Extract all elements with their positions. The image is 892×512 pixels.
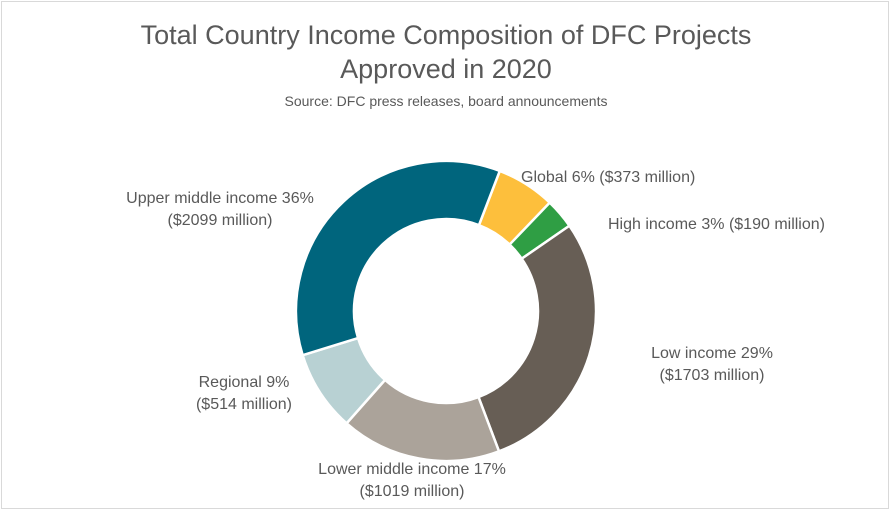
slice-upper-middle-income	[294, 159, 502, 357]
label-global: Global 6% ($373 million)	[521, 167, 695, 189]
label-upper-middle-income-line1: Upper middle income 36%	[126, 190, 314, 207]
label-low-income-line2: ($1703 million)	[659, 367, 765, 384]
label-global-text: Global 6% ($373 million)	[521, 169, 696, 186]
label-regional: Regional 9% ($514 million)	[176, 372, 312, 416]
label-lower-middle-income-line1: Lower middle income 17%	[318, 461, 506, 478]
label-lower-middle-income: Lower middle income 17% ($1019 million)	[300, 459, 524, 503]
label-lower-middle-income-line2: ($1019 million)	[359, 483, 465, 500]
label-low-income-line1: Low income 29%	[651, 345, 773, 362]
chart-subtitle: Source: DFC press releases, board announ…	[284, 93, 608, 109]
slice-low-income	[476, 224, 598, 453]
label-upper-middle-income: Upper middle income 36% ($2099 million)	[108, 188, 332, 232]
label-high-income: High income 3% ($190 million)	[608, 214, 825, 236]
label-high-income-text: High income 3% ($190 million)	[608, 216, 825, 233]
chart-title: Total Country Income Composition of DFC …	[0, 18, 892, 86]
label-regional-line1: Regional 9%	[198, 374, 290, 391]
label-low-income: Low income 29% ($1703 million)	[632, 343, 792, 387]
label-regional-line2: ($514 million)	[195, 396, 293, 413]
chart-title-text: Total Country Income Composition of DFC …	[140, 20, 752, 84]
label-upper-middle-income-line2: ($2099 million)	[167, 212, 273, 229]
